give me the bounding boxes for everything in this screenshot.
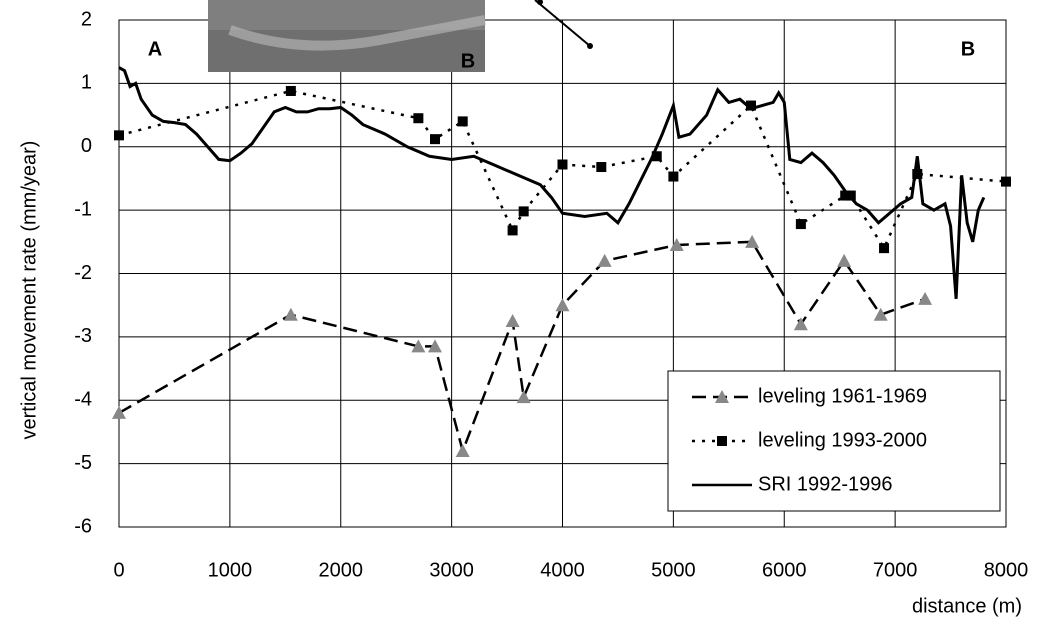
marker [879,243,890,254]
marker [717,436,727,446]
x-tick-label: 6000 [762,559,807,581]
marker [715,390,729,403]
marker [516,390,531,404]
legend-label: SRI 1992-1996 [758,473,893,495]
y-tick-label: -5 [74,452,92,474]
y-tick-label: 2 [81,8,92,30]
marker [1001,176,1011,187]
marker [745,234,760,248]
marker [912,169,923,180]
marker [427,339,442,353]
x-tick-label: 7000 [873,559,918,581]
marker [114,130,124,141]
marker [285,85,296,96]
y-tick-label: -3 [74,325,92,347]
marker [668,171,679,182]
marker [457,116,468,127]
legend-label: leveling 1993-2000 [758,429,927,451]
marker [455,443,470,457]
annotation: B [961,38,975,60]
inset-image [208,0,593,72]
marker [112,405,126,419]
y-tick-label: -4 [74,389,92,411]
marker [840,190,851,201]
annotation: A [148,38,162,60]
y-tick-label: -1 [74,198,92,220]
marker [555,298,570,312]
y-tick-label: -2 [74,262,92,284]
y-tick-label: 1 [81,72,92,94]
x-tick-label: 4000 [540,559,585,581]
legend-label: leveling 1961-1969 [758,385,927,407]
marker [283,307,298,321]
marker [597,253,612,267]
x-tick-label: 3000 [429,559,474,581]
x-axis-label: distance (m) [912,595,1022,617]
x-tick-label: 1000 [208,559,253,581]
x-tick-label: 8000 [984,559,1029,581]
marker [873,307,888,321]
marker [745,100,756,111]
marker [507,225,518,236]
y-tick-label: 0 [81,135,92,157]
y-axis-label: vertical movement rate (mm/year) [18,141,40,440]
x-tick-label: 2000 [319,559,364,581]
marker [651,151,662,162]
x-tick-label: 5000 [651,559,696,581]
marker [413,113,424,124]
y-tick-label: -6 [74,515,92,537]
marker [669,237,684,251]
marker [793,317,808,331]
marker [518,206,529,217]
marker [918,291,933,305]
marker [429,134,440,145]
marker [596,162,607,173]
inset-label: B [461,50,475,72]
marker [837,253,852,267]
marker [505,314,520,328]
marker [795,219,806,230]
marker [411,339,426,353]
marker [557,159,568,170]
x-tick-label: 0 [113,559,124,581]
series-line [118,66,986,299]
